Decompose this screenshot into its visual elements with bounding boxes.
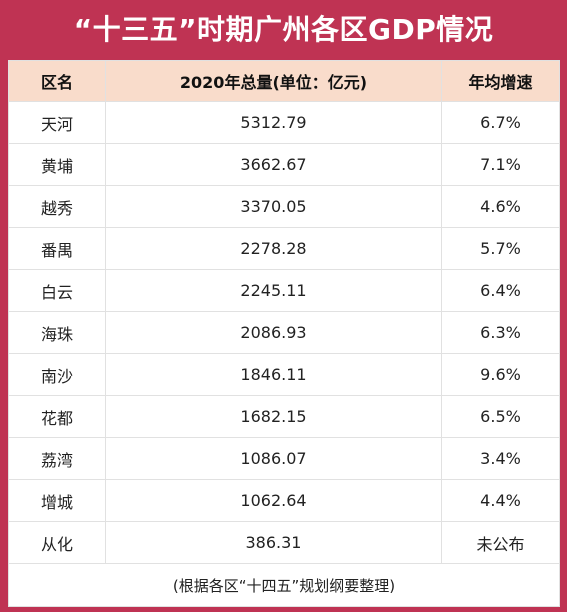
gdp-cell: 2278.28	[105, 227, 442, 270]
growth-cell: 9.6%	[441, 353, 560, 396]
growth-cell: 4.4%	[441, 479, 560, 522]
header-gdp-total: 2020年总量(单位：亿元)	[105, 60, 442, 102]
table-row: 从化 386.31 未公布	[8, 521, 560, 564]
table-row: 花都 1682.15 6.5%	[8, 395, 560, 438]
district-cell: 越秀	[8, 185, 106, 228]
note-row: (根据各区“十四五”规划纲要整理)	[8, 563, 560, 607]
gdp-cell: 1086.07	[105, 437, 442, 480]
district-cell: 天河	[8, 101, 106, 144]
table-row: 荔湾 1086.07 3.4%	[8, 437, 560, 480]
table-row: 越秀 3370.05 4.6%	[8, 185, 560, 228]
gdp-cell: 386.31	[105, 521, 442, 564]
table-row: 天河 5312.79 6.7%	[8, 101, 560, 144]
gdp-cell: 2245.11	[105, 269, 442, 312]
table-row: 海珠 2086.93 6.3%	[8, 311, 560, 354]
growth-cell: 5.7%	[441, 227, 560, 270]
growth-cell: 未公布	[441, 521, 560, 564]
table-row: 南沙 1846.11 9.6%	[8, 353, 560, 396]
gdp-cell: 2086.93	[105, 311, 442, 354]
gdp-cell: 3662.67	[105, 143, 442, 186]
gdp-cell: 1062.64	[105, 479, 442, 522]
growth-cell: 6.4%	[441, 269, 560, 312]
district-cell: 增城	[8, 479, 106, 522]
gdp-table-container: 区名 2020年总量(单位：亿元) 年均增速 天河 5312.79 6.7% 黄…	[8, 60, 560, 607]
table-row: 黄埔 3662.67 7.1%	[8, 143, 560, 186]
header-row: 区名 2020年总量(单位：亿元) 年均增速	[8, 60, 560, 102]
header-district: 区名	[8, 60, 106, 102]
district-cell: 海珠	[8, 311, 106, 354]
district-cell: 从化	[8, 521, 106, 564]
district-cell: 南沙	[8, 353, 106, 396]
growth-cell: 3.4%	[441, 437, 560, 480]
gdp-cell: 1846.11	[105, 353, 442, 396]
header-growth-rate: 年均增速	[441, 60, 560, 102]
gdp-table: 区名 2020年总量(单位：亿元) 年均增速 天河 5312.79 6.7% 黄…	[8, 60, 560, 607]
table-row: 番禺 2278.28 5.7%	[8, 227, 560, 270]
gdp-cell: 5312.79	[105, 101, 442, 144]
table-body: 天河 5312.79 6.7% 黄埔 3662.67 7.1% 越秀 3370.…	[8, 101, 560, 607]
gdp-cell: 3370.05	[105, 185, 442, 228]
growth-cell: 6.7%	[441, 101, 560, 144]
district-cell: 黄埔	[8, 143, 106, 186]
source-note: (根据各区“十四五”规划纲要整理)	[8, 563, 560, 607]
growth-cell: 6.5%	[441, 395, 560, 438]
growth-cell: 6.3%	[441, 311, 560, 354]
district-cell: 番禺	[8, 227, 106, 270]
district-cell: 荔湾	[8, 437, 106, 480]
gdp-cell: 1682.15	[105, 395, 442, 438]
page-title: “十三五”时期广州各区GDP情况	[73, 13, 494, 46]
table-row: 白云 2245.11 6.4%	[8, 269, 560, 312]
table-header: 区名 2020年总量(单位：亿元) 年均增速	[8, 60, 560, 102]
table-row: 增城 1062.64 4.4%	[8, 479, 560, 522]
growth-cell: 4.6%	[441, 185, 560, 228]
district-cell: 花都	[8, 395, 106, 438]
growth-cell: 7.1%	[441, 143, 560, 186]
district-cell: 白云	[8, 269, 106, 312]
